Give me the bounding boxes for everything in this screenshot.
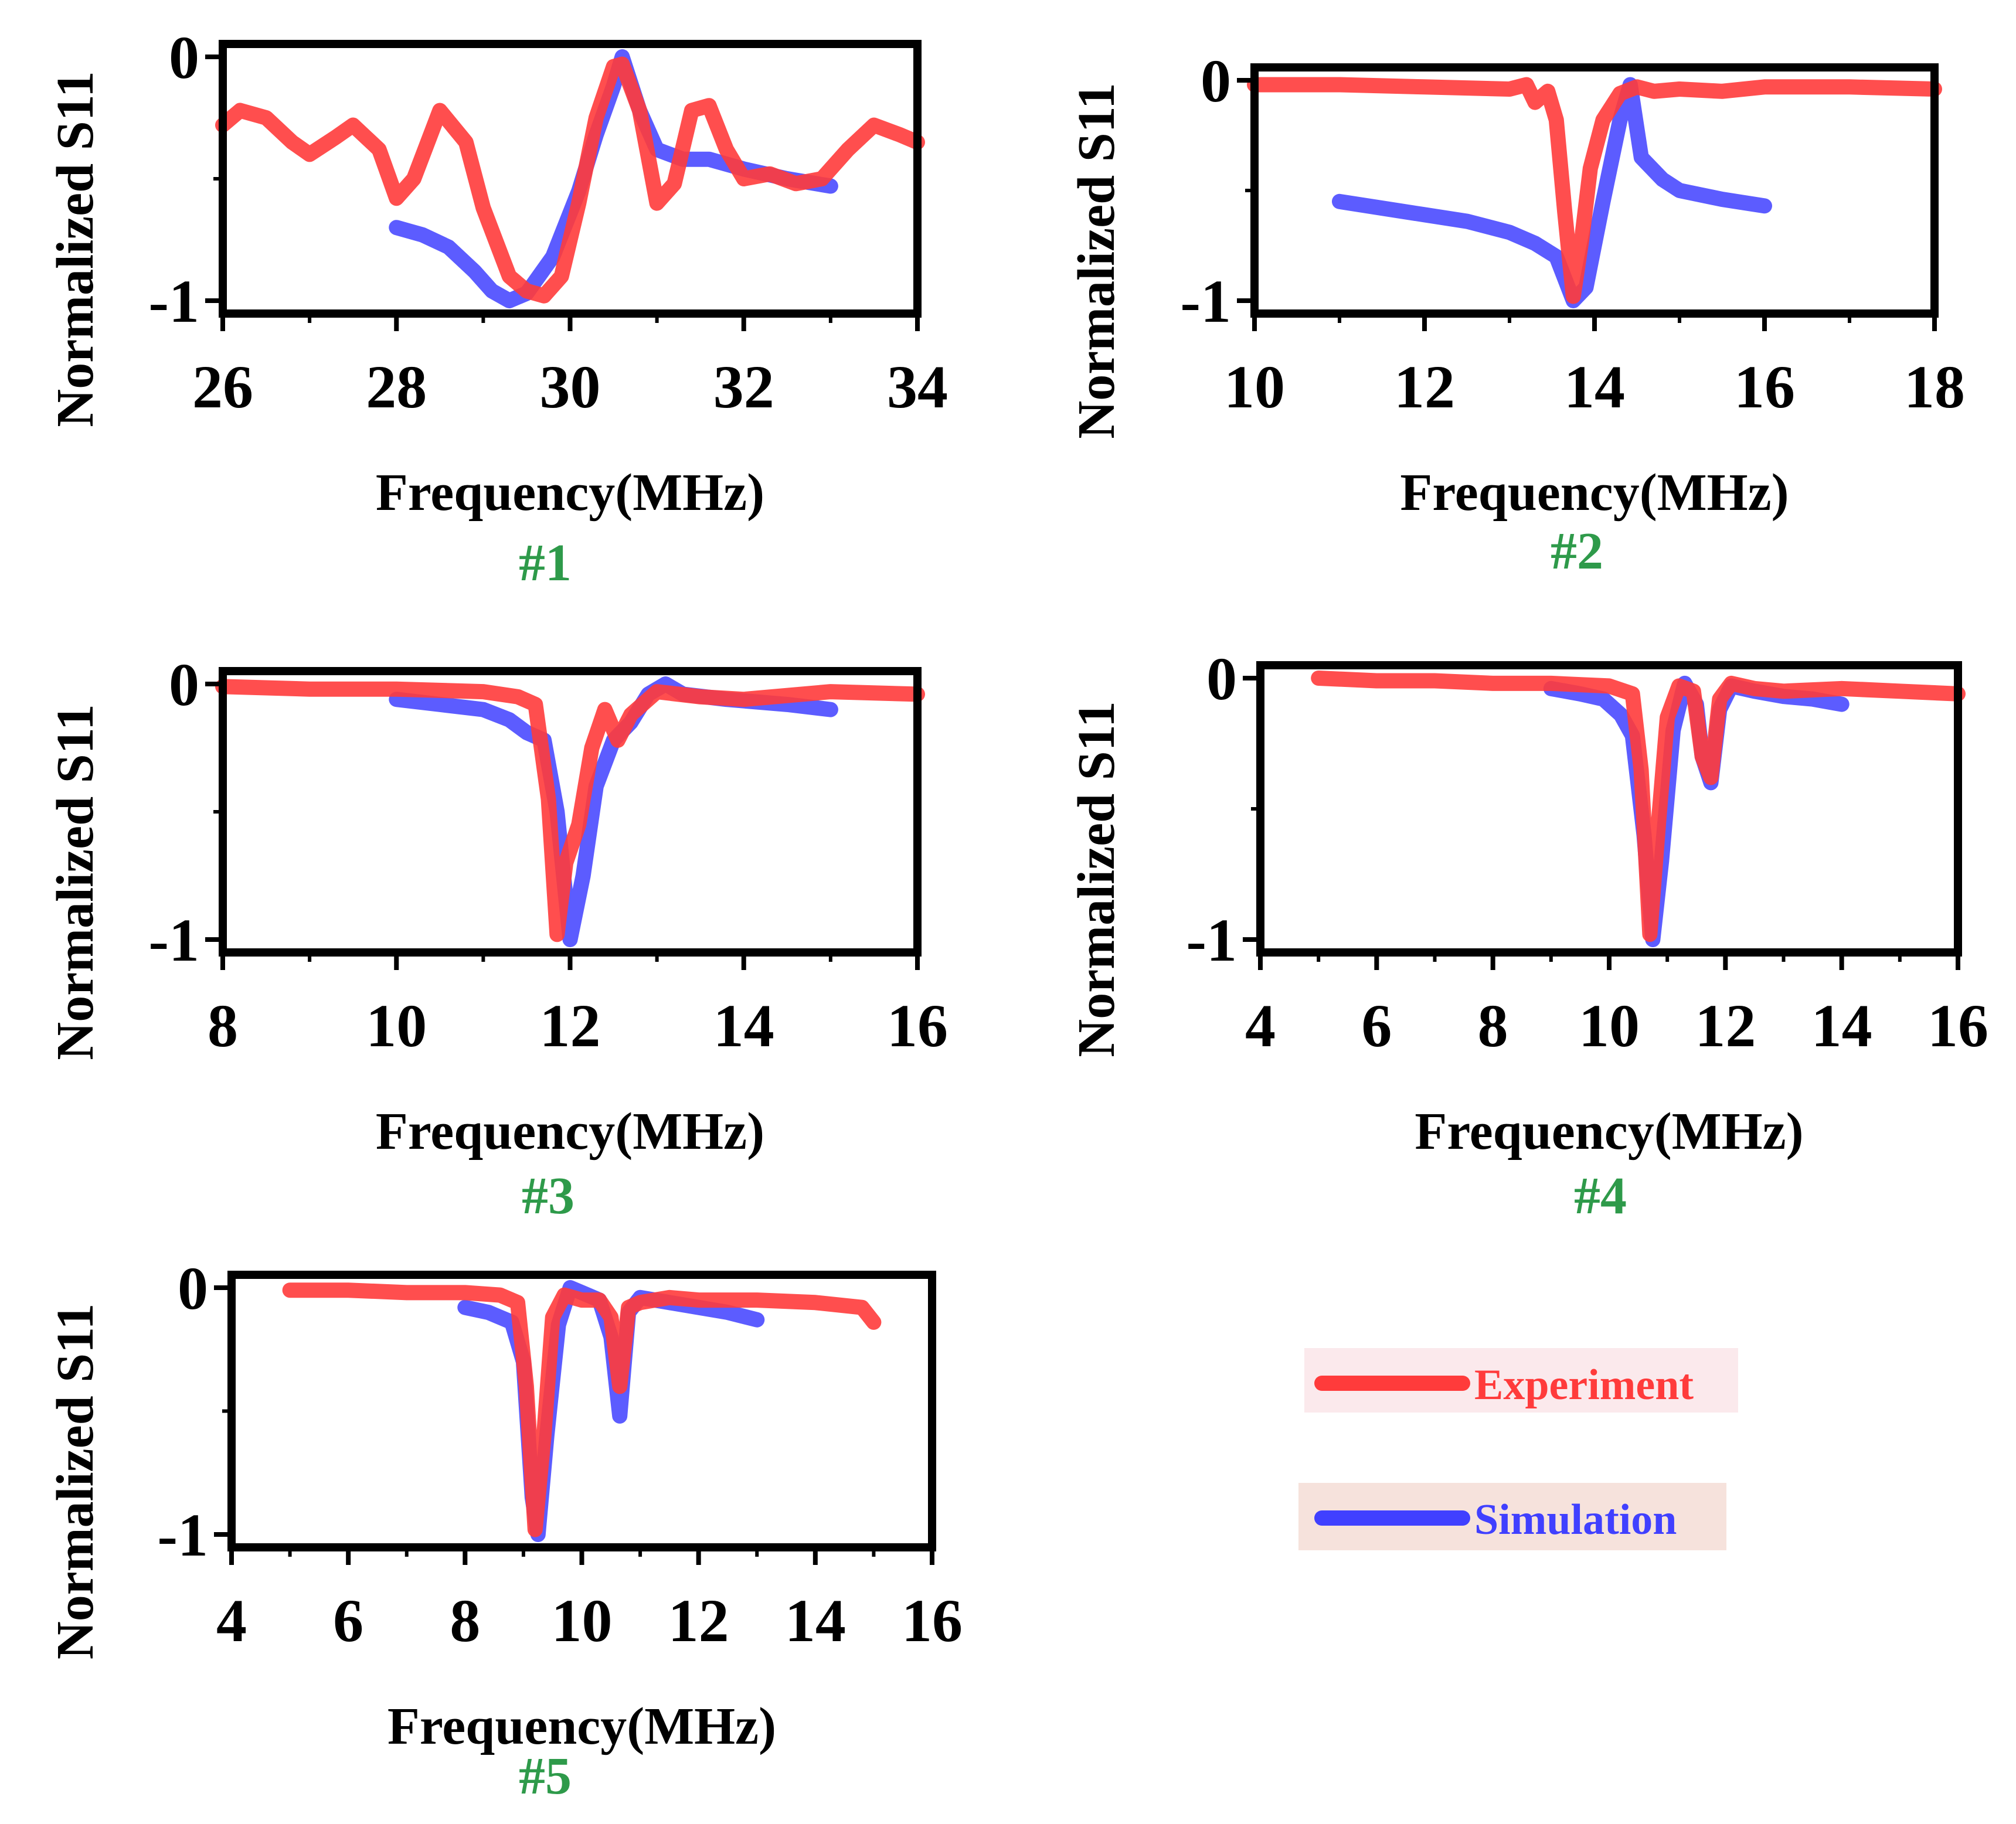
chart-panel-4: 4 6 8 10 12 14 16 0 -1 Frequency(MHz) Normalized S… [1068, 645, 1988, 1225]
x-tick-label: 16 [1927, 992, 1988, 1060]
y-axis-title: Normalized S11 [1068, 701, 1126, 1057]
x-tick-label: 34 [887, 353, 948, 421]
x-tick-label: 4 [1245, 992, 1276, 1060]
y-tick-label: 0 [178, 1255, 208, 1322]
x-tick-label: 14 [713, 992, 774, 1060]
chart-panel-3: 8 10 12 14 16 0 -1 Frequency(MHz) Normalized S11… [46, 651, 948, 1225]
x-tick-label: 26 [192, 353, 253, 421]
x-tick-label: 8 [1478, 992, 1508, 1060]
x-tick-label: 14 [1564, 353, 1625, 421]
y-tick-label: -1 [1180, 268, 1231, 335]
x-tick-label: 8 [208, 992, 238, 1060]
legend-experiment-label: Experiment [1474, 1361, 1694, 1409]
x-tick-label: 10 [366, 992, 427, 1060]
x-tick-label: 10 [1224, 353, 1285, 421]
y-tick-label: 0 [169, 24, 199, 91]
x-tick-label: 14 [785, 1587, 846, 1655]
x-tick-label: 12 [668, 1587, 729, 1655]
experiment-line-5 [282, 1282, 882, 1537]
x-tick-label: 12 [1695, 992, 1756, 1060]
y-axis-title: Normalized S11 [46, 71, 104, 427]
x-tick-label: 16 [887, 992, 948, 1060]
x-axis-title: Frequency(MHz) [376, 1102, 764, 1161]
experiment-line-1 [215, 56, 925, 304]
plot-frame-5 [227, 1271, 936, 1551]
x-tick-label: 30 [540, 353, 601, 421]
x-tick-label: 12 [540, 992, 601, 1060]
y-tick-label: -1 [1186, 907, 1237, 974]
x-axis-title: Frequency(MHz) [387, 1697, 776, 1755]
x-tick-label: 10 [1579, 992, 1640, 1060]
x-tick-label: 6 [1361, 992, 1392, 1060]
x-tick-label: 32 [713, 353, 774, 421]
chart-panel-1: 26 28 30 32 34 0 -1 Frequency(MHz) Normalized S1… [46, 24, 948, 592]
panel-label: #2 [1551, 522, 1603, 580]
experiment-line-4 [1311, 671, 1966, 942]
y-tick-label: -1 [148, 268, 199, 335]
experiment-line-3 [215, 679, 925, 942]
panel-label: #4 [1574, 1167, 1627, 1225]
y-axis-title: Normalized S11 [1068, 83, 1126, 438]
y-tick-label: -1 [148, 907, 199, 974]
x-tick-label: 16 [1734, 353, 1795, 421]
x-tick-label: 16 [902, 1587, 963, 1655]
panel-label: #5 [519, 1747, 572, 1805]
y-axis-title: Normalized S11 [46, 704, 104, 1060]
chart-panel-2: 10 12 14 16 18 0 -1 Frequency(MHz) Normalized S1… [1068, 47, 1965, 580]
y-tick-label: -1 [157, 1502, 208, 1569]
x-tick-label: 12 [1394, 353, 1455, 421]
x-tick-label: 28 [366, 353, 427, 421]
x-axis-title: Frequency(MHz) [376, 464, 764, 522]
chart-panel-5: 4 6 8 10 12 14 16 0 -1 Frequency(MHz) Normalized S… [46, 1255, 963, 1805]
panel-label: #1 [519, 534, 572, 592]
x-tick-label: 10 [552, 1587, 613, 1655]
panel-label: #3 [522, 1167, 574, 1225]
x-axis-title: Frequency(MHz) [1415, 1102, 1803, 1161]
simulation-line-2 [1332, 77, 1772, 308]
experiment-line-2 [1247, 77, 1942, 304]
x-tick-label: 6 [333, 1587, 363, 1655]
y-axis-title: Normalized S11 [46, 1304, 104, 1659]
legend: Experiment Simulation [1298, 1348, 1738, 1550]
x-axis-title: Frequency(MHz) [1400, 464, 1789, 522]
legend-simulation-label: Simulation [1474, 1496, 1677, 1544]
x-tick-label: 8 [450, 1587, 480, 1655]
y-tick-label: 0 [1201, 47, 1231, 115]
y-tick-label: 0 [1206, 645, 1237, 713]
y-tick-label: 0 [169, 651, 199, 719]
x-tick-label: 14 [1811, 992, 1872, 1060]
x-tick-label: 4 [216, 1587, 247, 1655]
x-tick-label: 18 [1904, 353, 1965, 421]
